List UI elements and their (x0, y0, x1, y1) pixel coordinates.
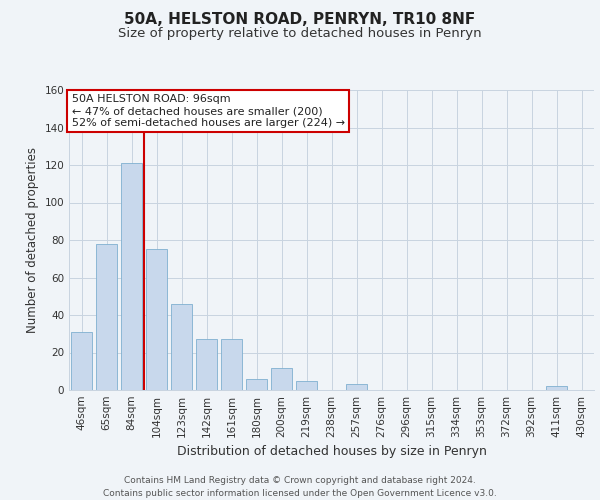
Bar (246, 379, 267, 390)
X-axis label: Distribution of detached houses by size in Penryn: Distribution of detached houses by size … (176, 446, 487, 458)
Text: Contains HM Land Registry data © Crown copyright and database right 2024.
Contai: Contains HM Land Registry data © Crown c… (103, 476, 497, 498)
Bar (171, 304, 192, 390)
Bar (271, 368, 292, 390)
Text: 50A HELSTON ROAD: 96sqm
← 47% of detached houses are smaller (200)
52% of semi-d: 50A HELSTON ROAD: 96sqm ← 47% of detache… (71, 94, 345, 128)
Bar (96, 244, 117, 390)
Bar (546, 386, 567, 390)
Bar (296, 380, 317, 390)
Text: 50A, HELSTON ROAD, PENRYN, TR10 8NF: 50A, HELSTON ROAD, PENRYN, TR10 8NF (124, 12, 476, 28)
Bar (346, 384, 367, 390)
Bar (71, 332, 92, 390)
Bar (146, 250, 167, 390)
Bar (196, 340, 217, 390)
Text: Size of property relative to detached houses in Penryn: Size of property relative to detached ho… (118, 28, 482, 40)
Bar (121, 163, 142, 390)
Bar (221, 340, 242, 390)
Y-axis label: Number of detached properties: Number of detached properties (26, 147, 39, 333)
